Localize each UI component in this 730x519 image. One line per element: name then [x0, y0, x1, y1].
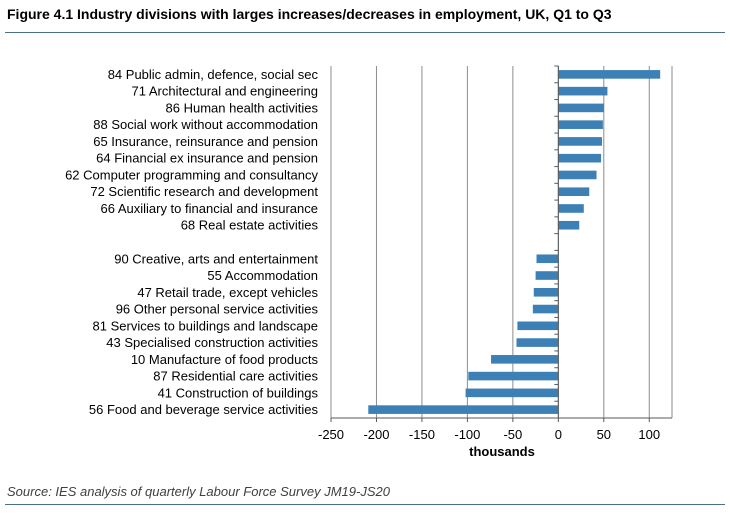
footer-divider — [5, 504, 725, 505]
x-tick-label: 0 — [555, 427, 562, 442]
x-tick-label: 50 — [597, 427, 611, 442]
bar — [558, 220, 580, 230]
gridlines — [330, 66, 673, 418]
bar — [558, 120, 603, 129]
bar — [465, 388, 559, 398]
x-tick-label: -200 — [363, 427, 389, 442]
category-label: 84 Public admin, defence, social sec — [108, 67, 319, 82]
category-label: 81 Services to buildings and landscape — [93, 318, 318, 333]
category-label: 47 Retail trade, except vehicles — [137, 285, 318, 300]
bar — [558, 187, 590, 197]
x-axis-label: thousands — [469, 444, 535, 459]
category-label: 10 Manufacture of food products — [131, 352, 319, 367]
category-label: 90 Creative, arts and entertainment — [114, 251, 318, 266]
x-tick-label: 100 — [638, 427, 660, 442]
category-label: 87 Residential care activities — [153, 369, 318, 384]
bar — [558, 170, 597, 180]
category-label: 43 Specialised construction activities — [106, 335, 318, 350]
bar — [532, 304, 559, 314]
x-tick-label: -50 — [503, 427, 522, 442]
x-tick-label: -100 — [454, 427, 480, 442]
category-label: 41 Construction of buildings — [158, 385, 319, 400]
category-label: 68 Real estate activities — [181, 218, 319, 233]
x-tick-label: -250 — [318, 427, 344, 442]
category-label: 72 Scientific research and development — [90, 184, 318, 199]
category-label: 96 Other personal service activities — [116, 302, 319, 317]
bar — [516, 338, 559, 347]
category-label: 88 Social work without accommodation — [93, 117, 318, 132]
figure-title: Figure 4.1 Industry divisions with large… — [7, 6, 612, 22]
bar — [558, 103, 604, 113]
bar — [491, 355, 559, 364]
bar — [558, 86, 608, 96]
bar — [558, 204, 584, 213]
category-label: 62 Computer programming and consultancy — [65, 167, 318, 182]
category-label: 65 Insurance, reinsurance and pension — [93, 134, 318, 149]
bar — [558, 70, 661, 79]
x-tick-label: -150 — [409, 427, 435, 442]
bar — [536, 254, 559, 264]
category-label: 64 Financial ex insurance and pension — [96, 151, 318, 166]
category-label: 55 Accommodation — [207, 268, 318, 283]
bars — [368, 70, 661, 414]
bar — [517, 321, 559, 331]
category-label: 71 Architectural and engineering — [132, 84, 318, 99]
category-labels: 84 Public admin, defence, social sec 71 A… — [65, 67, 318, 417]
bar — [558, 153, 602, 163]
bar — [468, 371, 559, 381]
category-label: 66 Auxiliary to financial and insurance — [100, 201, 318, 216]
axes — [330, 65, 672, 422]
bar — [368, 405, 559, 414]
bar — [558, 137, 602, 146]
category-label: 86 Human health activities — [166, 100, 319, 115]
title-divider — [5, 32, 725, 33]
bar — [535, 271, 559, 280]
bar — [533, 287, 559, 297]
category-label: 56 Food and beverage service activities — [89, 402, 319, 417]
source-note: Source: IES analysis of quarterly Labour… — [7, 484, 390, 499]
x-tick-labels: -250 -200 -150 -100 -50 0 50 100 — [318, 427, 660, 442]
bar-chart: 84 Public admin, defence, social sec 71 A… — [65, 65, 673, 459]
